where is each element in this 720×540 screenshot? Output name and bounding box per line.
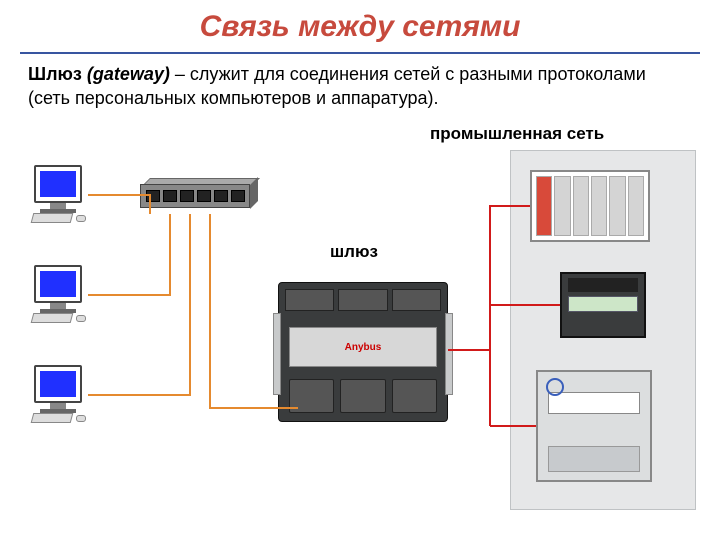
industrial-network-label: промышленная сеть xyxy=(430,124,604,144)
title: Связь между сетями xyxy=(0,10,720,44)
network-switch-icon xyxy=(140,178,260,214)
title-underline xyxy=(20,52,700,54)
gateway-brand-label: Anybus xyxy=(289,327,437,367)
relay-device-icon xyxy=(560,272,646,338)
term: Шлюз xyxy=(28,64,82,84)
controller-device-icon xyxy=(536,370,652,482)
gateway-label: шлюз xyxy=(330,242,378,262)
pc-icon xyxy=(30,165,86,225)
pc-icon xyxy=(30,265,86,325)
description-paragraph: Шлюз (gateway) – служит для соединения с… xyxy=(28,62,692,111)
term-translit: (gateway) xyxy=(87,64,170,84)
pc-icon xyxy=(30,365,86,425)
plc-rack-icon xyxy=(530,170,650,242)
gateway-device-icon: Anybus xyxy=(278,282,448,422)
